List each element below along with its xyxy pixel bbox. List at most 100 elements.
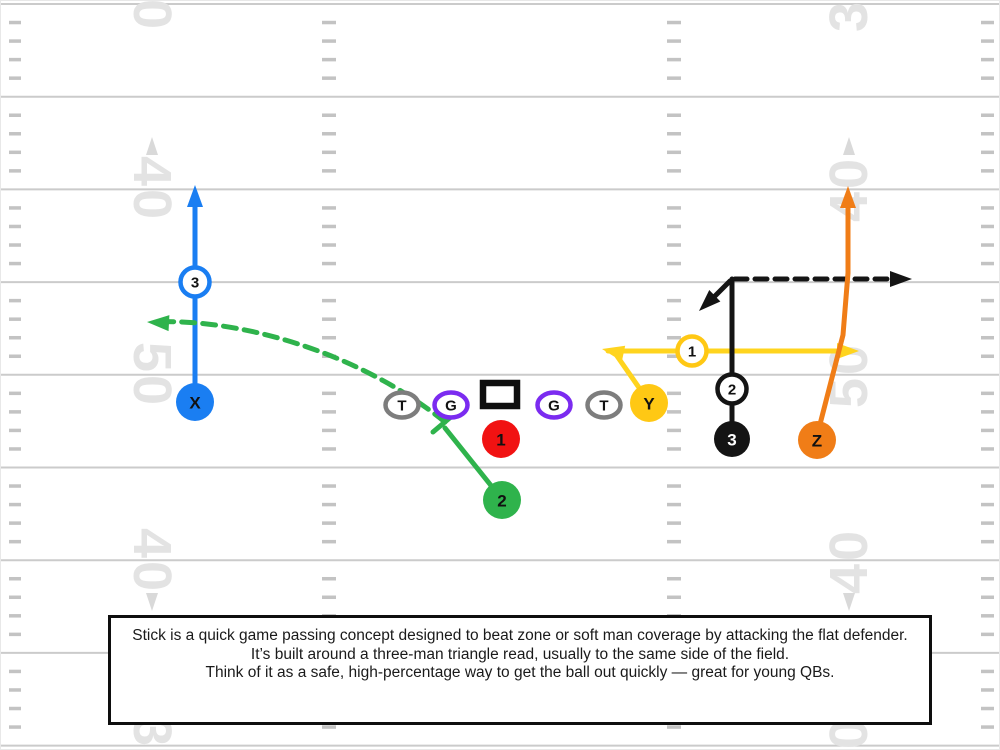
- hash-mark: [322, 169, 336, 173]
- hash-mark: [667, 428, 681, 433]
- field-number-right-40-bottom: 40: [819, 528, 879, 594]
- hash-mark: [322, 391, 336, 396]
- player-lt-label: T: [397, 398, 406, 415]
- hash-mark: [667, 150, 681, 155]
- hash-mark: [9, 410, 21, 414]
- player-rb-label: 2: [497, 492, 506, 511]
- hash-mark: [9, 298, 21, 303]
- hash-mark: [667, 391, 681, 396]
- hash-mark: [9, 484, 21, 488]
- hash-mark: [322, 261, 336, 266]
- hash-mark: [981, 410, 994, 414]
- direction-triangle-down-left: [146, 593, 158, 611]
- hash-mark: [981, 354, 994, 359]
- hash-mark: [322, 595, 336, 600]
- hash-mark: [667, 595, 681, 600]
- player-y-circle: [630, 384, 668, 422]
- hash-mark: [9, 632, 21, 637]
- player-lt-circle: [383, 390, 421, 420]
- hash-mark: [667, 261, 681, 266]
- hash-mark: [981, 20, 994, 25]
- hash-mark: [322, 502, 336, 507]
- hash-mark: [667, 57, 681, 62]
- field-number-left-40-bottom: 40: [122, 528, 182, 594]
- read-marker-2-circle: [715, 372, 749, 406]
- hash-mark: [322, 243, 336, 247]
- hash-mark: [981, 595, 994, 600]
- hash-mark: [9, 57, 21, 62]
- description-line-3: Think of it as a safe, high-percentage w…: [205, 664, 835, 682]
- hash-mark: [9, 539, 21, 544]
- hash-mark: [981, 57, 994, 62]
- hash-mark: [322, 576, 336, 581]
- route-y-arrowhead-left: [602, 345, 626, 362]
- route-x-go-arrowhead: [187, 185, 203, 207]
- player-rg-label: G: [548, 398, 560, 415]
- hash-mark: [981, 317, 994, 321]
- hash-mark: [667, 725, 681, 729]
- hash-mark: [9, 521, 21, 525]
- hash-mark: [9, 688, 21, 692]
- hash-mark: [9, 243, 21, 247]
- direction-triangles: [146, 137, 855, 611]
- hash-mark: [322, 410, 336, 414]
- hash-mark: [322, 76, 336, 80]
- hash-mark: [981, 428, 994, 433]
- hash-mark: [9, 614, 21, 618]
- hash-mark: [981, 206, 994, 210]
- hash-mark: [322, 150, 336, 155]
- hash-mark: [9, 391, 21, 396]
- hash-mark: [9, 150, 21, 155]
- hash-mark: [981, 576, 994, 581]
- hash-mark: [9, 335, 21, 340]
- field-number-left-50: 50: [122, 342, 182, 408]
- player-rg-circle: [535, 390, 573, 420]
- hash-mark: [9, 725, 21, 729]
- hash-mark: [9, 447, 21, 451]
- player-rt-circle: [585, 390, 623, 420]
- hash-mark: [667, 335, 681, 340]
- hash-mark: [981, 76, 994, 80]
- player-center-square: [479, 379, 521, 410]
- hash-mark: [981, 298, 994, 303]
- read-marker-3-circle: [178, 265, 212, 299]
- hash-mark: [981, 521, 994, 525]
- read-marker-1-label: 1: [688, 344, 696, 361]
- hash-mark: [9, 261, 21, 266]
- route-rb-swing-arrowhead: [147, 315, 170, 332]
- hash-mark: [981, 669, 994, 674]
- hash-mark: [9, 576, 21, 581]
- hash-mark: [667, 39, 681, 43]
- hash-mark: [981, 335, 994, 340]
- player-z-label: Z: [812, 432, 822, 451]
- hash-mark: [322, 447, 336, 451]
- hash-mark: [981, 688, 994, 692]
- player-lg-label: G: [445, 398, 457, 415]
- hash-mark: [322, 57, 336, 62]
- hash-mark: [667, 20, 681, 25]
- hash-mark: [981, 39, 994, 43]
- hash-mark: [981, 224, 994, 229]
- hash-mark: [322, 298, 336, 303]
- description-line-2: It’s built around a three-man triangle r…: [250, 645, 790, 663]
- player-z-circle: [798, 421, 836, 459]
- hash-mark: [322, 206, 336, 210]
- hash-mark: [9, 169, 21, 173]
- hash-mark: [981, 132, 994, 136]
- hash-mark: [9, 113, 21, 117]
- hash-mark: [322, 113, 336, 117]
- hash-mark: [322, 335, 336, 340]
- hash-mark: [667, 354, 681, 359]
- player-qb-circle: [482, 420, 520, 458]
- read-marker-1-circle: [675, 334, 709, 368]
- hash-mark: [981, 706, 994, 711]
- hash-mark: [667, 576, 681, 581]
- direction-triangle-down-right: [843, 593, 855, 611]
- player-3-circle: [714, 421, 750, 457]
- hash-mark: [322, 132, 336, 136]
- direction-triangle-up-left: [146, 137, 158, 155]
- hash-mark: [667, 447, 681, 451]
- player-lg-circle: [432, 390, 470, 420]
- route-y-flat-arrowhead-right: [837, 343, 859, 359]
